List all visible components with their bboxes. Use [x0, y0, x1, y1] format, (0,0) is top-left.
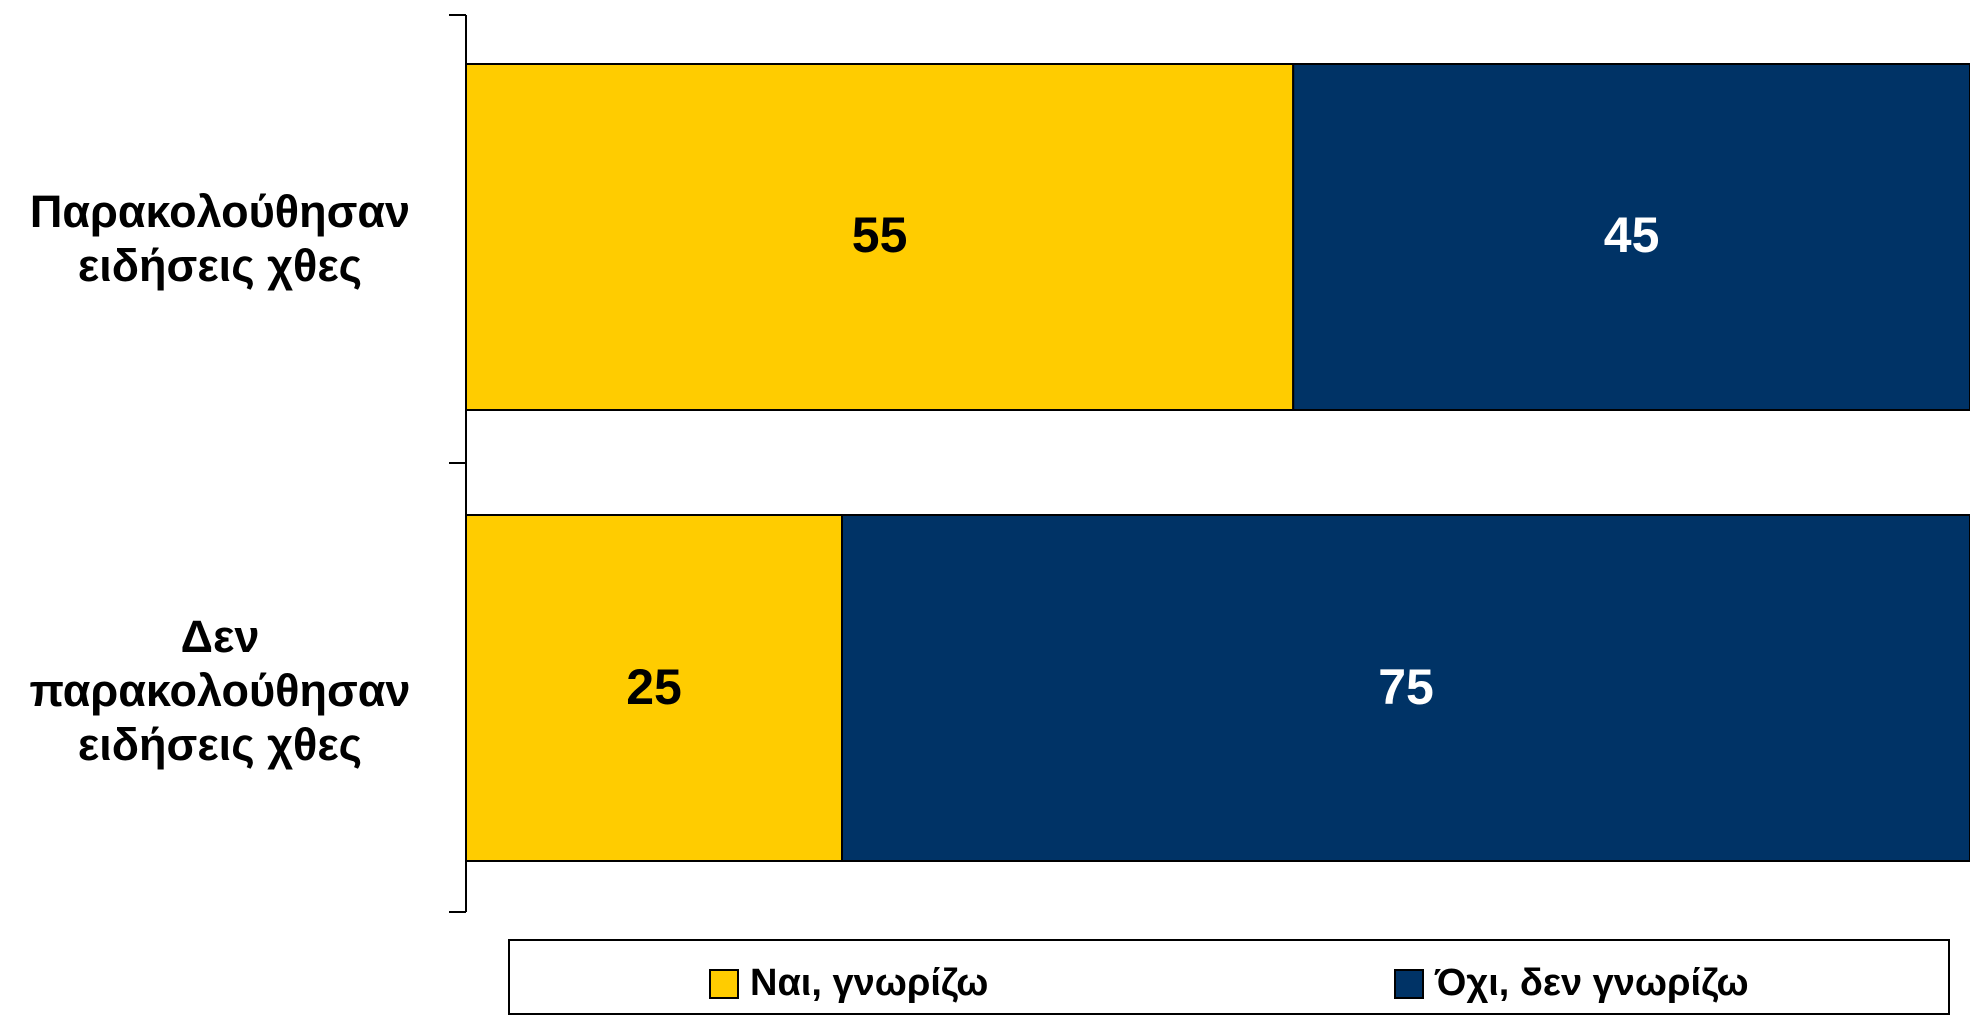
bar-segment — [465, 514, 843, 862]
bar-segment — [1292, 63, 1970, 411]
bar-segment — [465, 63, 1295, 411]
legend-label: Ναι, γνωρίζω — [750, 962, 988, 1004]
data-label: 55 — [852, 207, 908, 263]
category-label: Δεν παρακολούθησαν ειδήσεις χθες — [29, 611, 411, 770]
category-label: Παρακολούθησαν ειδήσεις χθες — [29, 186, 411, 291]
legend-swatch — [1394, 969, 1424, 999]
legend-label: Όχι, δεν γνωρίζω — [1434, 962, 1749, 1004]
data-label: 75 — [1378, 659, 1434, 715]
bar-segment — [841, 514, 1970, 862]
data-label: 25 — [626, 659, 682, 715]
legend-box — [508, 939, 1950, 1015]
data-label: 45 — [1604, 207, 1660, 263]
legend-swatch — [709, 969, 739, 999]
